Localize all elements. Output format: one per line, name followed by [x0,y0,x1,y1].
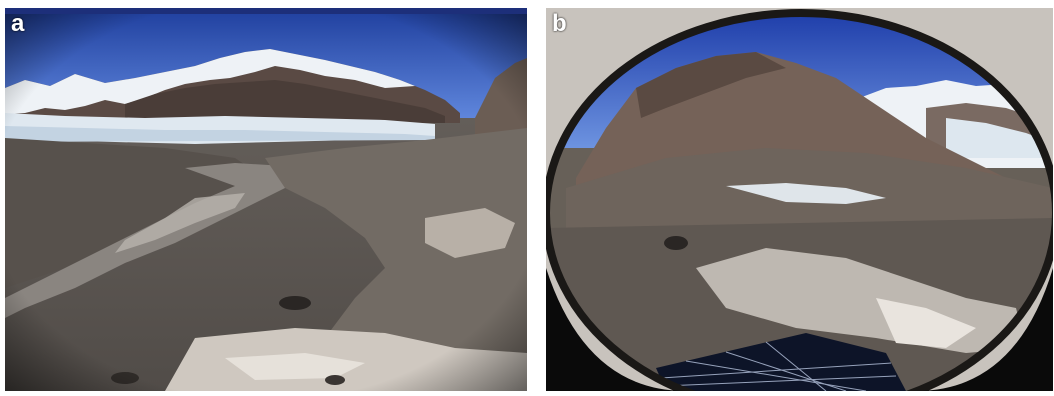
photo-panel-b: b [546,8,1053,391]
panel-label-a: a [11,10,25,37]
fisheye-photo-b [546,8,1053,391]
glacier-photo-a [5,8,527,391]
panel-label-b: b [552,10,567,37]
camera-info-bar [5,8,527,14]
photo-panel-a: a [5,8,527,391]
